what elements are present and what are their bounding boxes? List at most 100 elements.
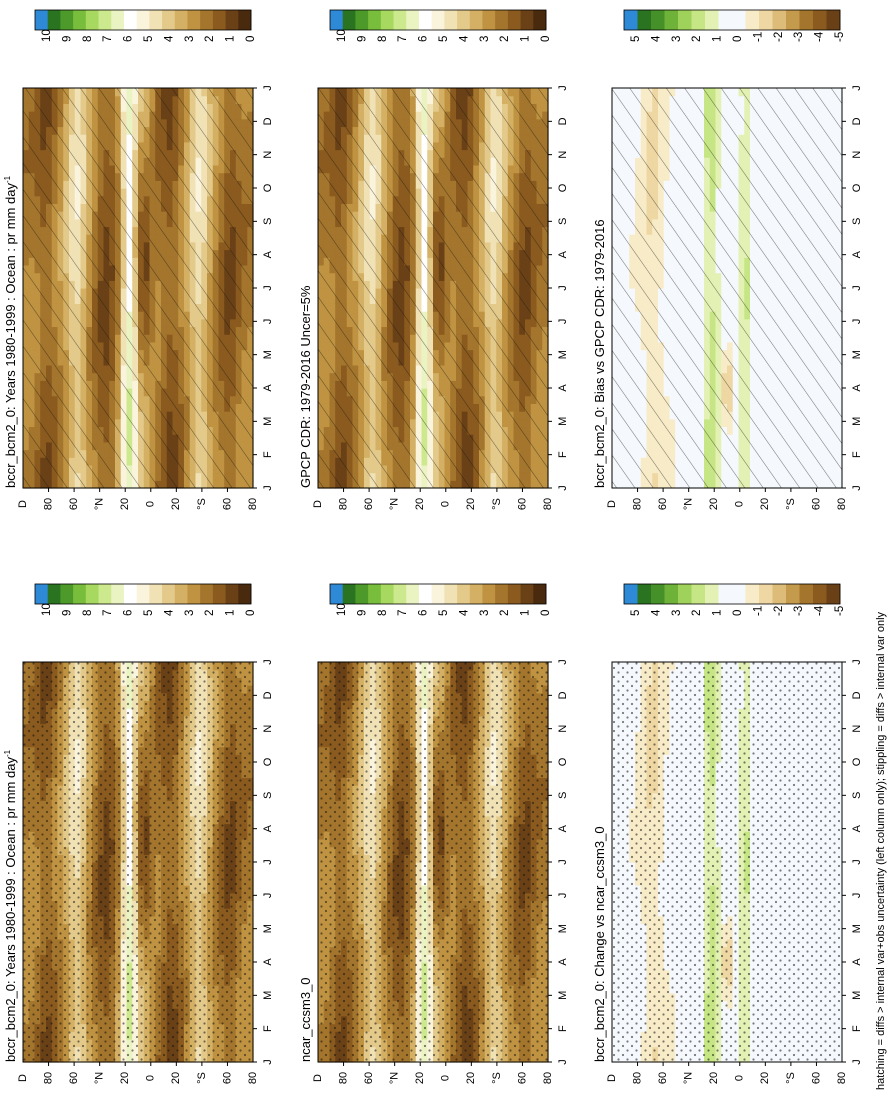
colorbar-label: 9 [61,610,73,616]
colorbar-swatch [187,10,201,30]
month-tick-label: N [262,725,274,733]
latitude-tick-label: 20 [170,1072,182,1084]
colorbar-swatch [136,584,150,604]
latitude-tick-label: 60 [221,498,233,510]
colorbar-frame [34,9,252,31]
colorbar-swatch [212,10,226,30]
colorbar-swatch [111,10,125,30]
month-tick-label: J [262,485,274,491]
latitude-tick-label: °S [196,1072,208,1084]
month-tick-label: M [262,924,274,933]
hatching-overlay [23,88,253,488]
latitude-tick-label: 60 [68,498,80,510]
latitude-tick-label: °N [94,498,106,510]
month-tick-label: F [262,1025,274,1032]
month-tick-label: A [262,250,274,258]
colorbar-swatch [123,584,138,604]
stippling-overlay [23,662,253,1062]
latitude-tick-label: D [17,1074,29,1082]
month-tick-label: O [262,757,274,766]
month-tick-label: S [262,792,274,799]
colorbar-swatch [98,584,112,604]
colorbar-swatch [98,10,112,30]
latitude-tick-label: D [17,500,29,508]
colorbar-swatch [238,584,252,604]
colorbar-swatch [85,584,99,604]
colorbar-swatch [85,10,99,30]
colorbar-swatch [200,10,214,30]
colorbar-swatch [162,584,176,604]
latitude-tick-label: 80 [247,498,259,510]
month-tick-label: J [262,1059,274,1065]
colorbar-swatch [162,10,176,30]
colorbar-label: 3 [184,36,196,42]
unit-superscript: -1 [3,175,12,183]
month-tick-label: D [262,117,274,125]
month-tick-label: J [262,285,274,291]
month-tick-label: S [262,218,274,225]
latitude-tick-label: 20 [170,498,182,510]
colorbar-label: 6 [123,610,135,616]
colorbar-swatch [111,584,125,604]
latitude-tick-label: °S [196,498,208,510]
latitude-tick-label: 0 [145,1075,157,1081]
month-tick-label: M [262,417,274,426]
month-tick-label: J [262,859,274,865]
colorbar-label: 4 [163,35,175,42]
colorbar-swatch [35,10,49,30]
colorbar-swatch [225,10,239,30]
month-tick-label: J [262,319,274,325]
colorbar-swatch [73,584,87,604]
colorbar-swatch [187,584,201,604]
colorbar-swatch [149,10,163,30]
panel-title: bccr_bcm2_0: Years 1980-1999 : Ocean : p… [3,175,18,488]
latitude-tick-label: 20 [119,1072,131,1084]
colorbar-label: 10 [41,603,53,616]
colorbar-swatch [149,584,163,604]
month-tick-label: J [262,85,274,91]
colorbar-label: 5 [143,36,155,42]
colorbar-label: 0 [245,36,257,42]
month-tick-label: M [262,991,274,1000]
month-tick-label: F [262,451,274,458]
colorbar-label: 1 [225,610,237,616]
latitude-tick-label: 60 [221,1072,233,1084]
month-tick-label: A [262,958,274,966]
latitude-tick-label: 80 [247,1072,259,1084]
colorbar-label: 4 [163,609,175,616]
month-tick-label: J [262,893,274,899]
colorbar-swatch [60,584,74,604]
colorbar-label: 8 [82,36,94,42]
colorbar-swatch [47,584,61,604]
colorbar-label: 3 [184,610,196,616]
colorbar-label: 10 [41,29,53,42]
colorbar-label: 6 [123,36,135,42]
month-tick-label: A [262,824,274,832]
colorbar-label: 0 [245,610,257,616]
latitude-tick-label: °N [94,1072,106,1084]
colorbar-swatch [73,10,87,30]
latitude-tick-label: 80 [42,1072,54,1084]
colorbar-frame [34,583,252,605]
colorbar-swatch [174,584,188,604]
colorbar-swatch [200,584,214,604]
latitude-tick-label: 60 [68,1072,80,1084]
colorbar-swatch [35,584,49,604]
month-tick-label: O [262,183,274,192]
colorbar-label: 7 [102,36,114,42]
colorbar-swatch [136,10,150,30]
month-tick-label: M [262,350,274,359]
colorbar-swatch [212,584,226,604]
colorbar-swatch [174,10,188,30]
month-tick-label: J [262,659,274,665]
colorbar-label: 9 [61,36,73,42]
latitude-tick-label: 80 [42,498,54,510]
colorbar-label: 1 [225,36,237,42]
month-tick-label: A [262,384,274,392]
panel-title: bccr_bcm2_0: Years 1980-1999 : Ocean : p… [3,749,18,1062]
